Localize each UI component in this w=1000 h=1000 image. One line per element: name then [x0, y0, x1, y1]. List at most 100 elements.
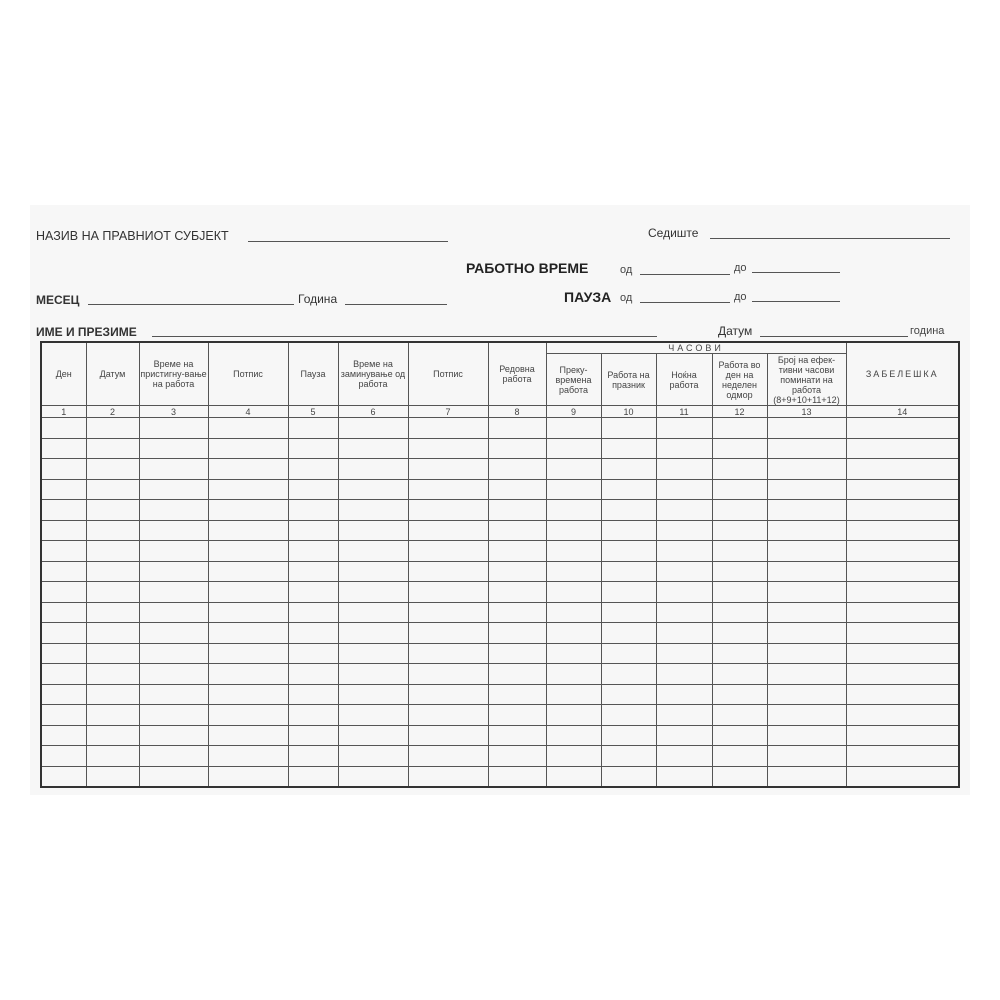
table-cell[interactable] [766, 581, 847, 603]
table-cell[interactable] [545, 560, 602, 582]
table-cell[interactable] [407, 745, 489, 767]
table-cell[interactable] [40, 417, 87, 439]
entity-field[interactable] [248, 241, 448, 242]
table-cell[interactable] [287, 458, 339, 480]
table-cell[interactable] [655, 663, 713, 685]
year-field[interactable] [345, 304, 447, 305]
table-cell[interactable] [85, 499, 140, 521]
pause-to-field[interactable] [752, 301, 840, 302]
table-cell[interactable] [407, 437, 489, 459]
table-cell[interactable] [138, 622, 209, 644]
table-cell[interactable] [207, 663, 289, 685]
table-cell[interactable] [655, 581, 713, 603]
working-time-to-field[interactable] [752, 272, 840, 273]
table-cell[interactable] [287, 704, 339, 726]
table-cell[interactable] [655, 683, 713, 705]
table-cell[interactable] [207, 458, 289, 480]
table-cell[interactable] [845, 745, 960, 767]
month-field[interactable] [88, 304, 294, 305]
table-cell[interactable] [600, 437, 657, 459]
table-cell[interactable] [655, 601, 713, 623]
table-cell[interactable] [600, 724, 657, 746]
table-cell[interactable] [487, 437, 547, 459]
table-cell[interactable] [766, 622, 847, 644]
table-cell[interactable] [766, 642, 847, 664]
table-cell[interactable] [287, 417, 339, 439]
table-cell[interactable] [711, 663, 768, 685]
table-cell[interactable] [655, 478, 713, 500]
table-cell[interactable] [655, 437, 713, 459]
table-cell[interactable] [487, 642, 547, 664]
table-cell[interactable] [766, 683, 847, 705]
table-cell[interactable] [138, 540, 209, 562]
table-cell[interactable] [287, 499, 339, 521]
table-cell[interactable] [545, 540, 602, 562]
table-cell[interactable] [207, 622, 289, 644]
table-cell[interactable] [40, 519, 87, 541]
table-cell[interactable] [407, 519, 489, 541]
table-cell[interactable] [711, 581, 768, 603]
table-cell[interactable] [655, 560, 713, 582]
table-cell[interactable] [545, 683, 602, 705]
table-cell[interactable] [207, 499, 289, 521]
table-cell[interactable] [85, 581, 140, 603]
table-cell[interactable] [600, 765, 657, 788]
table-cell[interactable] [711, 765, 768, 788]
table-cell[interactable] [487, 601, 547, 623]
table-cell[interactable] [711, 642, 768, 664]
table-cell[interactable] [85, 642, 140, 664]
table-cell[interactable] [766, 540, 847, 562]
table-cell[interactable] [845, 601, 960, 623]
table-cell[interactable] [600, 745, 657, 767]
table-cell[interactable] [85, 765, 140, 788]
table-cell[interactable] [85, 560, 140, 582]
table-cell[interactable] [545, 765, 602, 788]
table-cell[interactable] [845, 765, 960, 788]
table-cell[interactable] [711, 437, 768, 459]
table-cell[interactable] [287, 745, 339, 767]
table-cell[interactable] [487, 704, 547, 726]
table-cell[interactable] [40, 437, 87, 459]
table-cell[interactable] [138, 745, 209, 767]
table-cell[interactable] [487, 560, 547, 582]
table-cell[interactable] [337, 704, 409, 726]
table-cell[interactable] [138, 499, 209, 521]
table-cell[interactable] [287, 478, 339, 500]
table-cell[interactable] [600, 601, 657, 623]
table-cell[interactable] [545, 663, 602, 685]
table-cell[interactable] [40, 499, 87, 521]
table-cell[interactable] [40, 458, 87, 480]
table-cell[interactable] [40, 540, 87, 562]
table-cell[interactable] [85, 724, 140, 746]
table-cell[interactable] [845, 663, 960, 685]
table-cell[interactable] [85, 437, 140, 459]
table-cell[interactable] [85, 683, 140, 705]
table-cell[interactable] [600, 683, 657, 705]
table-cell[interactable] [40, 642, 87, 664]
table-cell[interactable] [711, 683, 768, 705]
table-cell[interactable] [655, 745, 713, 767]
table-cell[interactable] [207, 478, 289, 500]
table-cell[interactable] [655, 417, 713, 439]
table-cell[interactable] [845, 458, 960, 480]
table-cell[interactable] [407, 724, 489, 746]
table-cell[interactable] [337, 642, 409, 664]
table-cell[interactable] [207, 601, 289, 623]
table-cell[interactable] [487, 663, 547, 685]
table-cell[interactable] [487, 478, 547, 500]
table-cell[interactable] [40, 622, 87, 644]
table-cell[interactable] [337, 581, 409, 603]
table-cell[interactable] [655, 540, 713, 562]
table-cell[interactable] [85, 745, 140, 767]
table-cell[interactable] [545, 622, 602, 644]
table-cell[interactable] [407, 560, 489, 582]
table-cell[interactable] [845, 622, 960, 644]
table-cell[interactable] [40, 765, 87, 788]
table-cell[interactable] [655, 704, 713, 726]
table-cell[interactable] [85, 540, 140, 562]
table-cell[interactable] [600, 499, 657, 521]
table-cell[interactable] [407, 642, 489, 664]
table-cell[interactable] [407, 704, 489, 726]
table-cell[interactable] [85, 601, 140, 623]
table-cell[interactable] [287, 437, 339, 459]
